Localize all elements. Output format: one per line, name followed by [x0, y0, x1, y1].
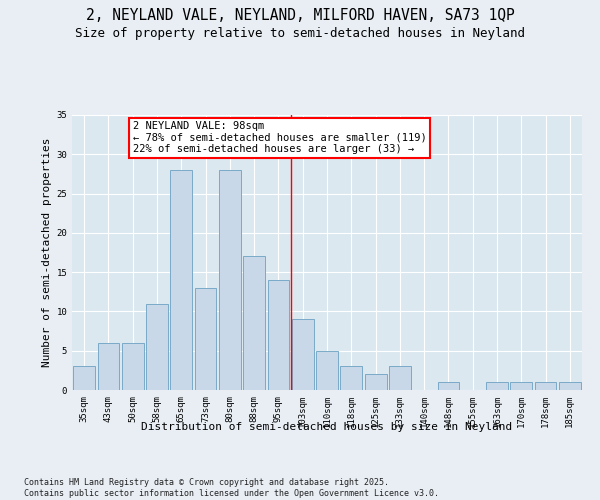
Bar: [511, 382, 532, 390]
Bar: [389, 366, 411, 390]
Bar: [316, 350, 338, 390]
Bar: [486, 382, 508, 390]
Bar: [340, 366, 362, 390]
Text: Size of property relative to semi-detached houses in Neyland: Size of property relative to semi-detach…: [75, 28, 525, 40]
Text: Distribution of semi-detached houses by size in Neyland: Distribution of semi-detached houses by …: [142, 422, 512, 432]
Text: Contains HM Land Registry data © Crown copyright and database right 2025.
Contai: Contains HM Land Registry data © Crown c…: [24, 478, 439, 498]
Bar: [219, 170, 241, 390]
Bar: [535, 382, 556, 390]
Bar: [437, 382, 460, 390]
Bar: [243, 256, 265, 390]
Bar: [268, 280, 289, 390]
Bar: [194, 288, 217, 390]
Bar: [365, 374, 386, 390]
Bar: [559, 382, 581, 390]
Bar: [146, 304, 168, 390]
Text: 2 NEYLAND VALE: 98sqm
← 78% of semi-detached houses are smaller (119)
22% of sem: 2 NEYLAND VALE: 98sqm ← 78% of semi-deta…: [133, 122, 427, 154]
Bar: [73, 366, 95, 390]
Text: 2, NEYLAND VALE, NEYLAND, MILFORD HAVEN, SA73 1QP: 2, NEYLAND VALE, NEYLAND, MILFORD HAVEN,…: [86, 8, 514, 22]
Bar: [97, 343, 119, 390]
Bar: [122, 343, 143, 390]
Y-axis label: Number of semi-detached properties: Number of semi-detached properties: [42, 138, 52, 367]
Bar: [170, 170, 192, 390]
Bar: [292, 320, 314, 390]
